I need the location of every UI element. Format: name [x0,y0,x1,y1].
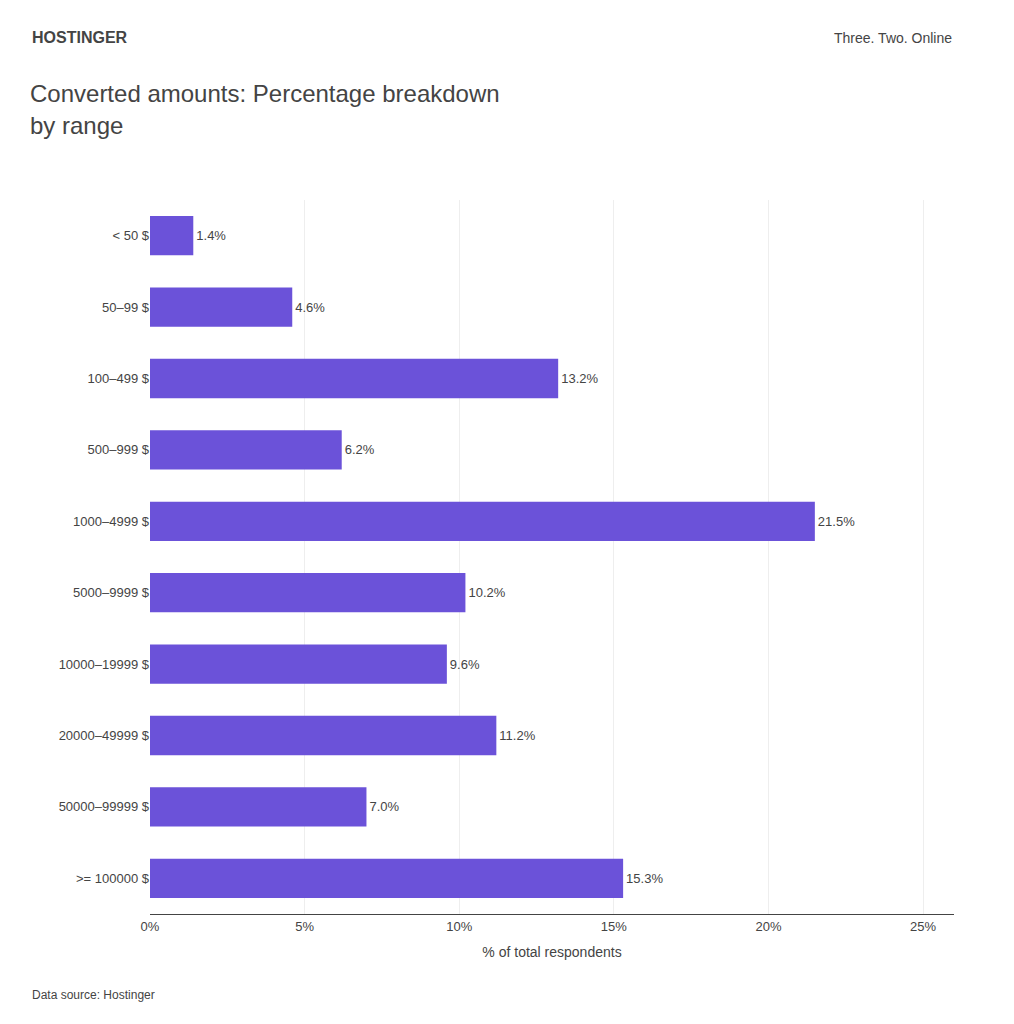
svg-text:13.2%: 13.2% [561,371,598,386]
svg-text:15%: 15% [601,919,627,934]
svg-text:10.2%: 10.2% [468,585,505,600]
svg-text:9.6%: 9.6% [450,657,480,672]
svg-text:10000–19999 $: 10000–19999 $ [59,657,150,672]
svg-text:50000–99999 $: 50000–99999 $ [59,799,150,814]
svg-text:< 50 $: < 50 $ [112,228,149,243]
svg-text:Converted amounts: Percentage: Converted amounts: Percentage breakdownb… [30,80,500,138]
svg-text:1.4%: 1.4% [196,228,226,243]
svg-text:10%: 10% [446,919,472,934]
svg-text:0%: 0% [141,919,160,934]
svg-text:Three. Two. Online: Three. Two. Online [834,30,952,46]
svg-text:500–999 $: 500–999 $ [88,442,150,457]
svg-text:20000–49999 $: 20000–49999 $ [59,728,150,743]
svg-text:5000–9999 $: 5000–9999 $ [73,585,150,600]
svg-text:25%: 25% [910,919,936,934]
svg-text:HOSTINGER: HOSTINGER [32,29,128,46]
svg-text:Data source: Hostinger: Data source: Hostinger [32,988,155,1002]
svg-text:6.2%: 6.2% [345,442,375,457]
svg-text:50–99 $: 50–99 $ [102,300,150,315]
svg-text:1000–4999 $: 1000–4999 $ [73,514,150,529]
svg-text:4.6%: 4.6% [295,300,325,315]
svg-text:11.2%: 11.2% [499,728,535,743]
svg-text:21.5%: 21.5% [818,514,855,529]
svg-text:100–499 $: 100–499 $ [88,371,150,386]
svg-text:7.0%: 7.0% [369,799,399,814]
svg-text:20%: 20% [755,919,781,934]
svg-text:>= 100000 $: >= 100000 $ [76,871,150,886]
svg-text:15.3%: 15.3% [626,871,663,886]
svg-text:% of total respondents: % of total respondents [482,944,621,960]
svg-text:5%: 5% [295,919,314,934]
